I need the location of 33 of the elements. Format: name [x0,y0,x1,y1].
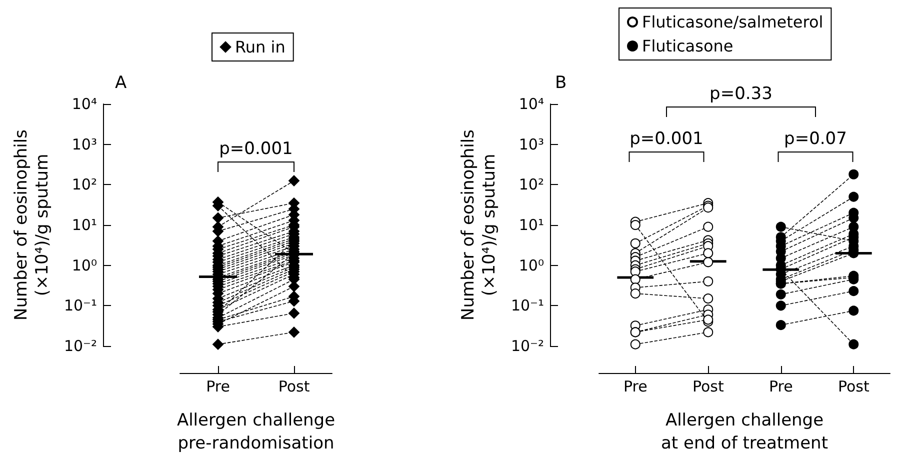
y-tick-label: 10¹ [72,216,97,234]
x-axis-title: Allergen challenge at end of treatment [661,410,828,454]
x-tick-label: Post [278,378,310,396]
x-tick-label: Post [838,378,870,396]
legend-label: Run in [235,38,286,56]
y-tick-label: 10⁻¹ [64,296,97,315]
legend-label: Fluticasone [642,36,734,56]
y-tick-label: 10⁰ [72,256,97,274]
y-tick-label: 10⁻² [64,337,97,355]
y-tick-label: 10⁻¹ [510,296,544,315]
y-tick-label: 10² [72,176,97,194]
y-tick-label: 10⁰ [518,256,544,274]
x-tick-label: Pre [768,378,793,396]
text: B [555,73,567,93]
annotation: p=0.07 [784,129,847,149]
x-axis-title: Allergen challenge pre-randomisation [176,410,336,454]
y-axis-title: Number of eosinophils (×10⁴)/g sputum [12,129,52,320]
x-tick-label: Post [692,378,724,396]
y-tick-label: 10³ [72,135,97,154]
annotation: p=0.001 [630,129,704,149]
legend-label: Fluticasone/salmeterol [642,12,824,32]
x-tick-label: Pre [206,378,230,396]
y-tick-label: 10⁴ [72,95,97,113]
y-tick-label: 10² [518,176,544,194]
y-tick-label: 10³ [518,135,544,154]
y-tick-label: 10¹ [518,216,544,234]
y-tick-label: 10⁴ [518,95,544,113]
text: A [115,73,127,93]
y-axis-title: Number of eosinophils (×10⁴)/g sputum [458,129,500,320]
x-tick-label: Pre [623,378,648,396]
y-tick-label: 10⁻² [510,337,544,355]
annotation: p=0.001 [219,139,293,159]
text: p=0.33 [710,84,772,104]
